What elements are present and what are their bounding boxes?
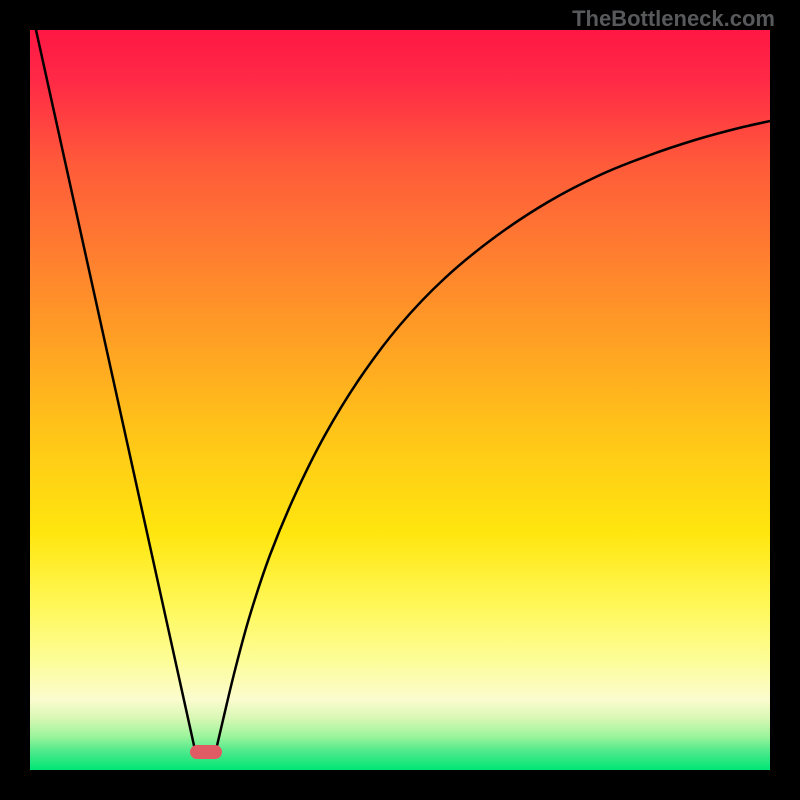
minimum-marker [190,745,222,759]
chart-svg [0,0,800,800]
chart-container: TheBottleneck.com [0,0,800,800]
watermark-text: TheBottleneck.com [572,6,775,32]
plot-background [30,30,770,770]
